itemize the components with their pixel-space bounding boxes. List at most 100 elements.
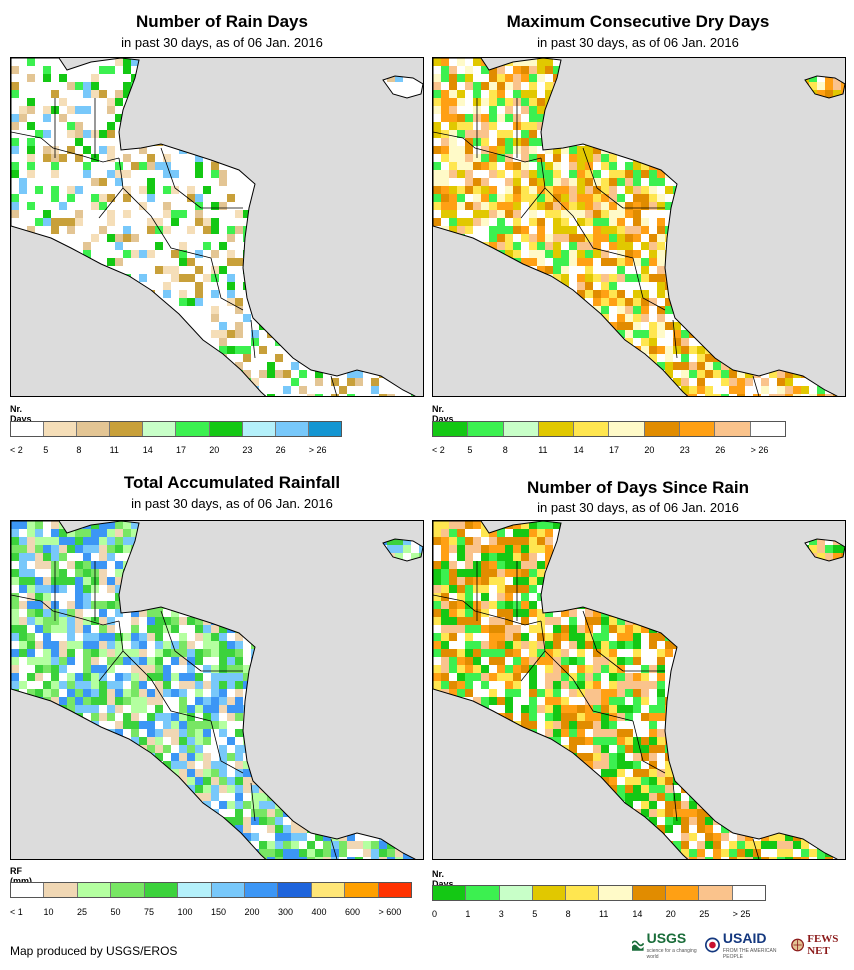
usgs-text: USGS [646,930,687,946]
legend-swatch [44,883,78,897]
legend-swatch [308,422,341,436]
legend-swatch [11,422,45,436]
usaid-logo: USAID FROM THE AMERICAN PEOPLE [705,930,785,960]
usaid-seal-icon [705,937,720,953]
usaid-tagline: FROM THE AMERICAN PEOPLE [722,948,777,960]
country-borders [433,98,760,396]
legend-swatch [278,883,312,897]
legend-title: Nr. Days [432,404,454,424]
legend-swatch [143,422,177,436]
legend-tick-label: 23 [679,445,690,455]
legend-tick-label: 5 [467,445,473,455]
legend-tick-label: 20 [665,909,676,919]
legend-swatch [499,886,533,900]
legend-tick-label: 8 [502,445,508,455]
legend-swatch [680,422,716,436]
legend-tick-label: > 600 [378,907,402,917]
legend-swatch [110,422,144,436]
legend-tick-label: 400 [311,907,327,917]
legend-tick-label: 5 [43,445,49,455]
map-rain-days [10,57,424,397]
map-days-since-rain [432,520,846,860]
legend-swatch [111,883,145,897]
legend-tick-label: 10 [43,907,54,917]
legend-swatch [242,422,276,436]
legend-tick-label: 3 [498,909,504,919]
legend-swatch [699,886,733,900]
map-credit: Map produced by USGS/EROS [10,944,178,958]
legend-swatch [311,883,346,897]
coastline [433,58,845,396]
legend-swatch [209,422,243,436]
coastline [433,521,845,859]
legend-tick-label: 25 [699,909,710,919]
legend-swatch [715,422,751,436]
legend-swatch [345,883,379,897]
legend-title: Nr. Days [10,404,32,424]
legend-tick-label: 25 [77,907,88,917]
country-borders [11,98,338,396]
legend-tick-label: 17 [609,445,620,455]
legend-swatch [599,886,633,900]
legend-tick-label: 5 [532,909,538,919]
legend-title: RF (mm) [10,866,32,886]
fewsnet-logo: FEWS NET [791,933,854,957]
legend-tick-label: 14 [632,909,643,919]
legend-swatch [44,422,78,436]
legend-tick-label: 8 [565,909,571,919]
usgs-logo: USGS science for a changing world [632,930,699,960]
legend-tick-label: 1 [465,909,471,919]
panel-title: Total Accumulated Rainfall [123,473,341,492]
legend-tick-label: 14 [573,445,584,455]
legend-bar [10,882,412,898]
legend-swatch [176,422,210,436]
legend-tick-label: 200 [244,907,260,917]
legend-swatch [566,886,600,900]
legend-bar [432,421,786,437]
legend-tick-label: 17 [176,445,187,455]
panel-subtitle: in past 30 days, as of 06 Jan. 2016 [131,496,333,511]
usgs-tagline: science for a changing world [646,948,697,960]
legend-tick-label: 8 [76,445,82,455]
legend-swatch [178,883,212,897]
panel-title: Maximum Consecutive Dry Days [506,12,770,31]
legend-swatch [609,422,645,436]
legend-tick-label: 26 [715,445,726,455]
panel-title: Number of Rain Days [136,12,308,31]
legend-swatch [644,422,681,436]
legend-tick-label: 100 [177,907,193,917]
usaid-text: USAID [722,930,767,946]
map-rainfall [10,520,424,860]
legend-swatch [211,883,245,897]
legend-swatch [538,422,575,436]
legend-swatch [275,422,309,436]
fewsnet-globe-icon [791,938,805,952]
country-borders [433,561,760,859]
legend-tick-label: 300 [278,907,294,917]
legend-tick-label: > 25 [732,909,751,919]
legend-swatch [77,883,112,897]
panel-subtitle: in past 30 days, as of 06 Jan. 2016 [537,35,739,50]
legend-tick-label: 600 [345,907,361,917]
fewsnet-text: FEWS NET [807,933,839,957]
legend-swatch [532,886,567,900]
legend-tick-label: 11 [599,909,609,919]
panel-subtitle: in past 30 days, as of 06 Jan. 2016 [121,35,323,50]
legend-tick-label: 75 [144,907,155,917]
legend-tick-label: 14 [142,445,153,455]
legend-swatch [632,886,667,900]
legend-tick-label: 0 [432,909,438,919]
map-dry-days [432,57,846,397]
panel-title: Number of Days Since Rain [526,478,749,497]
legend-swatch [732,886,765,900]
legend-swatch [750,422,785,436]
usgs-mark-icon [632,940,644,951]
legend-tick-label: < 2 [10,445,23,455]
panel-subtitle: in past 30 days, as of 06 Jan. 2016 [537,500,739,515]
legend-swatch [433,422,469,436]
legend-tick-label: > 26 [750,445,769,455]
legend-swatch [466,886,500,900]
logo-strip: USGS science for a changing world USAID FR… [632,930,854,960]
coastline [11,521,423,859]
legend-tick-label: 11 [109,445,119,455]
